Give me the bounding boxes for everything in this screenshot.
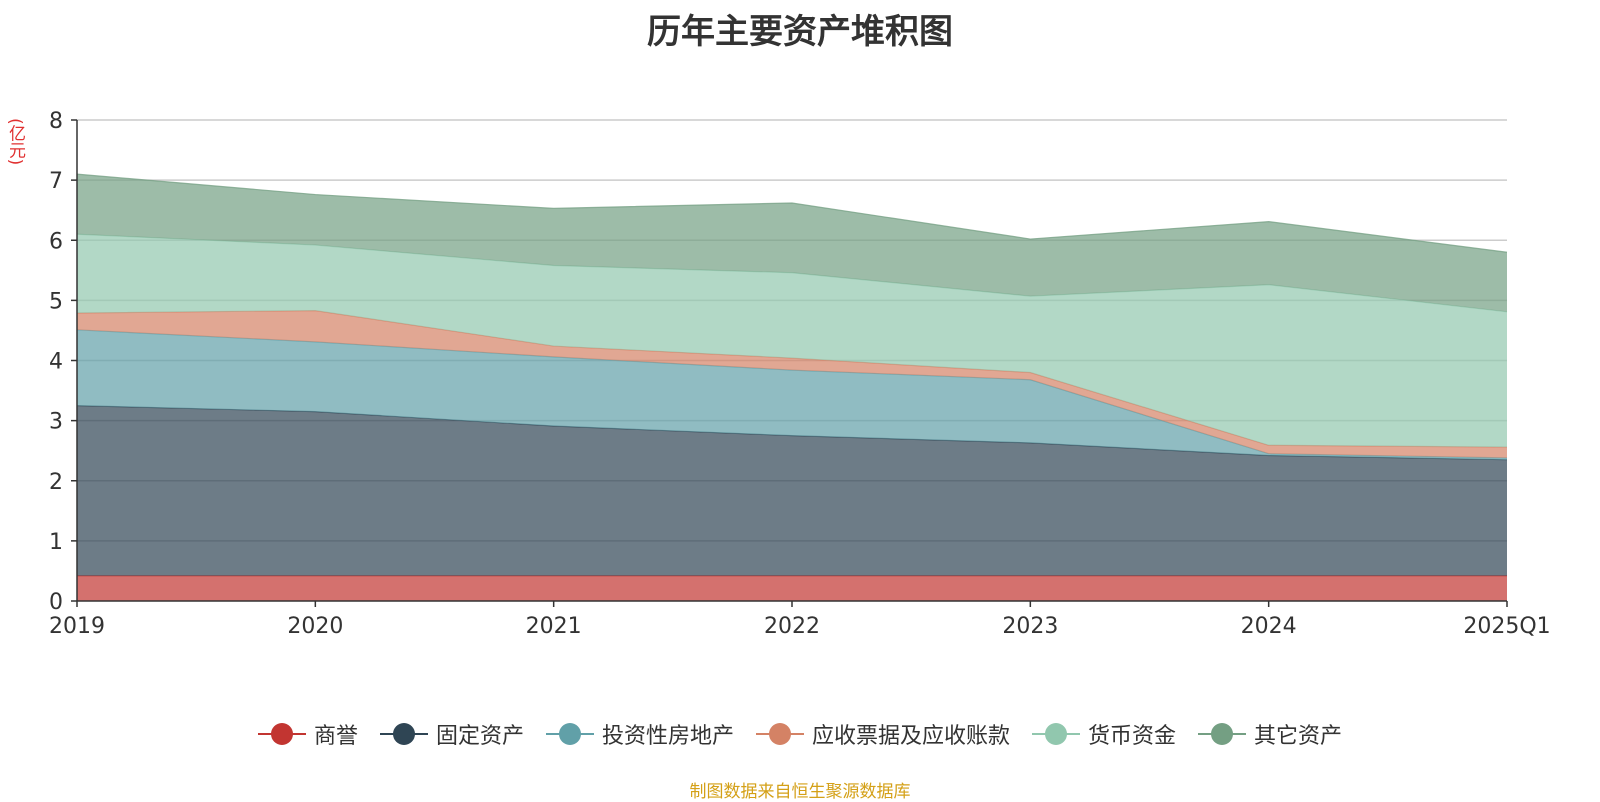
legend-label: 固定资产 bbox=[435, 724, 524, 749]
area-固定资产 bbox=[77, 405, 1507, 576]
legend-item[interactable]: 商誉 bbox=[257, 718, 358, 750]
x-tick-label: 2020 bbox=[287, 614, 343, 639]
legend-dot bbox=[558, 723, 581, 745]
source-note: 制图数据来自恒生聚源数据库 bbox=[689, 782, 911, 802]
legend-dot bbox=[1045, 723, 1068, 745]
y-tick-label: 8 bbox=[49, 109, 63, 134]
chart-title: 历年主要资产堆积图 bbox=[647, 12, 953, 52]
legend-dot bbox=[1211, 723, 1234, 745]
y-tick-label: 4 bbox=[49, 350, 63, 375]
legend-item[interactable]: 固定资产 bbox=[379, 718, 524, 750]
y-tick-label: 7 bbox=[49, 169, 63, 194]
legend-item[interactable]: 货币资金 bbox=[1032, 718, 1176, 750]
legend-marker bbox=[1198, 722, 1247, 746]
area-商誉 bbox=[77, 575, 1507, 601]
x-tick-label: 2025Q1 bbox=[1463, 614, 1550, 639]
legend-marker bbox=[756, 722, 804, 746]
y-tick-label: 3 bbox=[49, 410, 63, 435]
y-axis-unit-label: (亿元) bbox=[5, 118, 25, 166]
legend-label: 其它资产 bbox=[1254, 724, 1343, 749]
legend-marker bbox=[379, 722, 428, 746]
legend-dot bbox=[270, 723, 293, 745]
x-tick-label: 2023 bbox=[1002, 614, 1058, 639]
legend-marker bbox=[545, 722, 594, 746]
line-其它资产 bbox=[76, 173, 1508, 253]
stacked-area-chart: 0 1 2 3 4 5 6 7 8 2019 2020 2021 2022 2023 2024 2025Q1 bbox=[49, 109, 1551, 639]
legend: 商誉 固定资产 投资性房地产 应收票据及应收账款 货币资金 其它资产 bbox=[0, 718, 1600, 750]
area-货币资金 bbox=[77, 234, 1507, 448]
x-tick-label: 2022 bbox=[764, 614, 820, 639]
y-tick-label: 6 bbox=[49, 229, 63, 254]
legend-item[interactable]: 应收票据及应收账款 bbox=[756, 718, 1010, 750]
legend-item[interactable]: 投资性房地产 bbox=[545, 718, 734, 750]
legend-marker bbox=[1032, 722, 1081, 746]
legend-dot bbox=[392, 723, 415, 745]
legend-dot bbox=[769, 723, 791, 745]
legend-item[interactable]: 其它资产 bbox=[1198, 718, 1342, 750]
y-tick-label: 1 bbox=[49, 530, 63, 555]
area-其它资产 bbox=[77, 174, 1507, 312]
y-tick-label: 0 bbox=[49, 590, 63, 615]
area-投资性房地产 bbox=[77, 329, 1507, 460]
legend-label: 应收票据及应收账款 bbox=[812, 724, 1011, 749]
x-tick-label: 2021 bbox=[526, 614, 582, 639]
x-tick-label: 2024 bbox=[1241, 614, 1297, 639]
area-应收票据及应收账款 bbox=[77, 310, 1507, 458]
y-tick-label: 2 bbox=[49, 470, 63, 495]
y-tick-label: 5 bbox=[49, 289, 63, 314]
area-series bbox=[76, 173, 1508, 601]
x-tick-label: 2019 bbox=[49, 614, 105, 639]
legend-label: 投资性房地产 bbox=[601, 724, 734, 749]
legend-label: 货币资金 bbox=[1088, 724, 1177, 749]
legend-marker bbox=[257, 722, 306, 746]
axes: 0 1 2 3 4 5 6 7 8 2019 2020 2021 2022 2023 2024 2025Q1 bbox=[49, 109, 1551, 639]
legend-label: 商誉 bbox=[313, 724, 358, 749]
